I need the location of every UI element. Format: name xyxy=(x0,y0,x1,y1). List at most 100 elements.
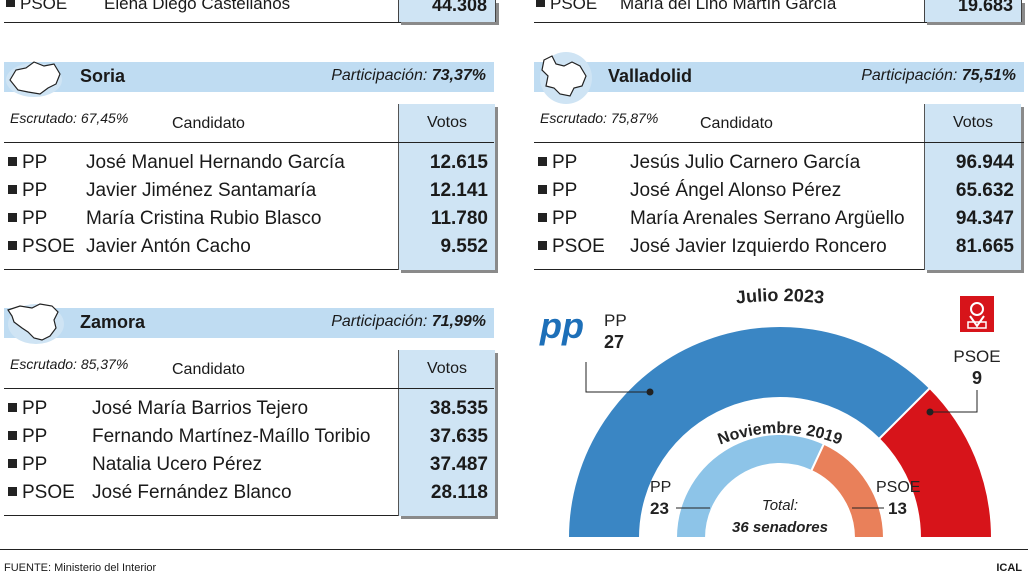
votes-cell: 19.683 xyxy=(924,0,1022,22)
votes-value: 12.141 xyxy=(429,180,488,201)
top-row-right: PSOE María del Lino Martín García 19.683 xyxy=(534,0,1024,23)
header-divider xyxy=(4,388,494,389)
party-text: PP xyxy=(22,454,48,475)
candidate-name: María Arenales Serrano Argüello xyxy=(630,208,905,229)
party-text: PP xyxy=(22,152,48,173)
pp-logo-text: pp xyxy=(539,305,584,346)
party-marker-icon xyxy=(8,157,17,166)
votes-value: 96.944 xyxy=(955,152,1014,173)
party-text: PP xyxy=(22,426,48,447)
votes-value: 38.535 xyxy=(429,398,488,419)
party-label: PP xyxy=(8,426,47,448)
escrutado-label: Escrutado: 75,87% xyxy=(540,110,659,126)
party-text: PP xyxy=(22,180,48,201)
header-divider xyxy=(534,142,1024,143)
party-label: PSOE xyxy=(538,236,605,258)
outer-psoe-segment xyxy=(877,386,994,539)
inner-pp-value: 23 xyxy=(650,499,669,518)
psoe-leader-line xyxy=(930,390,978,413)
outer-psoe-value: 9 xyxy=(972,368,982,388)
total-label: Total: xyxy=(762,497,798,514)
province-soria: Soria Participación: 73,37% Escrutado: 6… xyxy=(4,61,495,274)
inner-psoe-segment xyxy=(809,442,886,539)
party-text: PP xyxy=(552,208,578,229)
votes-cell: 44.308 xyxy=(398,0,496,22)
candidate-name: Natalia Ucero Pérez xyxy=(92,454,263,475)
votes-column: Votos xyxy=(398,104,495,270)
candidate-column-header: Candidato xyxy=(172,361,245,378)
party-text: PSOE xyxy=(22,482,75,503)
party-marker-icon xyxy=(538,213,547,222)
party-label: PP xyxy=(538,208,577,230)
participation: Participación: 71,99% xyxy=(331,313,486,331)
party-marker-icon xyxy=(8,213,17,222)
votes-column: Votos xyxy=(924,104,1021,270)
candidate-name: José Ángel Alonso Pérez xyxy=(630,180,842,201)
participation: Participación: 75,51% xyxy=(861,67,1016,85)
participation-label: Participación: xyxy=(331,67,428,84)
table-row: PP María Arenales Serrano Argüello 94.34… xyxy=(538,208,1014,236)
table-row: PSOE José Fernández Blanco 28.118 xyxy=(8,482,488,510)
outer-psoe-name: PSOE xyxy=(953,347,1000,366)
pp-leader-line xyxy=(585,362,650,393)
header-divider xyxy=(4,142,494,143)
province-header: Zamora Participación: 71,99% xyxy=(4,308,494,338)
party-label: PP xyxy=(8,454,47,476)
party-marker-icon xyxy=(8,241,17,250)
party-text: PSOE xyxy=(552,236,605,257)
source-note: FUENTE: Ministerio del Interior xyxy=(4,562,157,574)
votes-value: 37.635 xyxy=(429,426,488,447)
table-bottom-line xyxy=(4,515,398,516)
outer-pp-name: PP xyxy=(604,311,627,330)
votes-value: 44.308 xyxy=(431,0,487,15)
votes-value: 94.347 xyxy=(955,208,1014,229)
total-value: 36 senadores xyxy=(732,519,828,536)
inner-psoe-value: 13 xyxy=(888,499,907,518)
outer-ring-title: Julio 2023 xyxy=(735,285,825,308)
footer-divider xyxy=(0,549,1028,550)
province-name: Zamora xyxy=(80,312,146,332)
escrutado-label: Escrutado: 85,37% xyxy=(10,356,129,372)
candidate-name: José Manuel Hernando García xyxy=(86,152,345,173)
table-bottom-line xyxy=(4,269,398,270)
participation-value: 75,51% xyxy=(961,67,1016,84)
party-label: PP xyxy=(538,152,577,174)
pp-logo: pp xyxy=(539,305,584,346)
votes-value: 19.683 xyxy=(957,0,1013,15)
votes-column-header: Votos xyxy=(952,114,994,131)
participation-value: 73,37% xyxy=(431,67,486,84)
pp-leader-dot xyxy=(646,388,654,396)
votes-value: 65.632 xyxy=(955,180,1014,201)
party-marker-icon xyxy=(8,431,17,440)
votes-column: Votos xyxy=(398,350,495,516)
candidate-name: Elena Diego Castellanos xyxy=(104,0,291,13)
table-row: PP Jesús Julio Carnero García 96.944 xyxy=(538,152,1014,180)
outer-pp-value: 27 xyxy=(604,332,624,352)
party-text: PP xyxy=(552,180,578,201)
psoe-rose-icon xyxy=(960,296,994,332)
party-label: PP xyxy=(8,398,47,420)
votes-value: 37.487 xyxy=(429,454,488,475)
party-text: PP xyxy=(22,398,48,419)
votes-value: 11.780 xyxy=(430,208,488,229)
candidate-name: María del Lino Martín García xyxy=(620,0,837,13)
table-row: PSOE José Javier Izquierdo Roncero 81.66… xyxy=(538,236,1014,264)
party-marker-icon xyxy=(8,185,17,194)
inner-pp-name: PP xyxy=(650,479,671,496)
candidate-name: José Fernández Blanco xyxy=(92,482,292,503)
table-row: PP Javier Jiménez Santamaría 12.141 xyxy=(8,180,488,208)
inner-ring xyxy=(674,433,886,539)
psoe-leader-dot xyxy=(926,408,934,416)
party-text: PP xyxy=(552,152,578,173)
party-marker-icon xyxy=(538,185,547,194)
party-label: PSOE xyxy=(6,0,67,14)
party-label: PP xyxy=(538,180,577,202)
party-marker-icon xyxy=(8,459,17,468)
party-label: PSOE xyxy=(8,236,75,258)
candidate-column-header: Candidato xyxy=(700,115,773,132)
party-label: PP xyxy=(8,208,47,230)
outer-pp-segment xyxy=(566,324,932,539)
table-row: PP Fernando Martínez-Maíllo Toribio 37.6… xyxy=(8,426,488,454)
table-bottom-line xyxy=(534,269,924,270)
party-marker-icon xyxy=(8,403,17,412)
